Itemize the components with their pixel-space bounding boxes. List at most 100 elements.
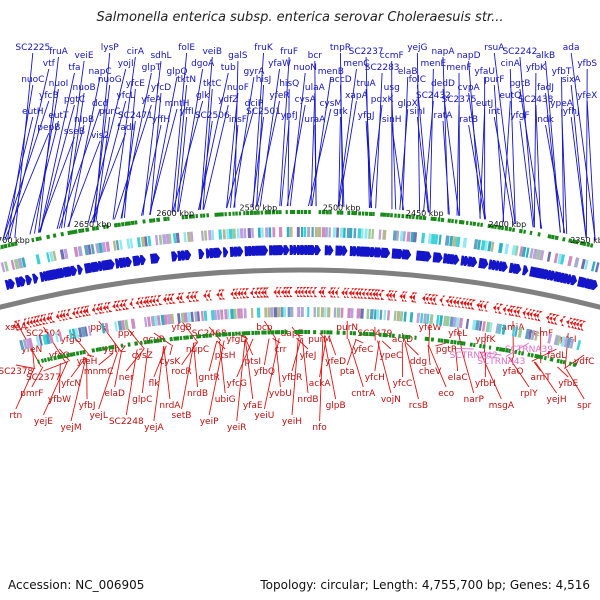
gene-arrow[interactable] <box>114 258 121 269</box>
gene-label-dedd-60[interactable]: dedD <box>431 79 455 89</box>
gene-label-bcr-11[interactable]: bcr <box>308 51 323 61</box>
gene-arrow[interactable] <box>529 309 536 320</box>
gene-label-menb-33[interactable]: menB <box>318 67 344 77</box>
gene-label-nupc-27[interactable]: nupC <box>186 345 209 355</box>
gene-label-dcip-74[interactable]: dciP <box>245 99 264 109</box>
gene-arrow[interactable] <box>162 294 169 305</box>
gene-arrow[interactable] <box>166 293 173 305</box>
gene-label-cira-4[interactable]: cirA <box>127 47 145 57</box>
gene-label-acka-53[interactable]: ackA <box>309 379 332 389</box>
gene-label-eco-78[interactable]: eco <box>438 389 454 399</box>
gene-label-yfbk-41[interactable]: yfbK <box>526 63 547 73</box>
gene-label-ypec-34[interactable]: ypeC <box>379 351 402 361</box>
gene-arrow[interactable] <box>374 289 381 300</box>
gene-label-yeja-89[interactable]: yejA <box>144 423 164 433</box>
gene-arrow[interactable] <box>383 247 391 259</box>
gene-label-uraa-99[interactable]: uraA <box>304 115 326 125</box>
gene-label-sc2237-13[interactable]: SC2237 <box>349 47 384 57</box>
gene-arrow[interactable] <box>516 307 523 318</box>
gene-arrow[interactable] <box>119 299 127 311</box>
gene-label-yfhj-109[interactable]: yfhJ <box>563 107 580 117</box>
gene-arrow[interactable] <box>205 248 212 259</box>
gene-label-yfbe-62[interactable]: yfbE <box>558 379 578 389</box>
gene-label-sctrna39-39[interactable]: SCTRNA39 <box>505 345 553 355</box>
gene-label-yfea-70[interactable]: yfeA <box>141 95 162 105</box>
gene-label-yfen-21[interactable]: yfeN <box>21 345 42 355</box>
gene-arrow[interactable] <box>38 314 47 325</box>
gene-label-yfau-39[interactable]: yfaU <box>474 67 495 77</box>
gene-arrow[interactable] <box>469 299 477 310</box>
gene-label-ypea-86[interactable]: ypeA <box>550 99 574 109</box>
gene-label-ptsi-29[interactable]: ptsI <box>244 357 261 367</box>
gene-label-yfao-60[interactable]: yfaO <box>502 367 523 377</box>
gene-label-mnmc-45[interactable]: mnmC <box>84 367 114 377</box>
gene-label-menf-38[interactable]: menF <box>446 63 471 73</box>
gene-arrow[interactable] <box>355 288 362 299</box>
gene-arrow[interactable] <box>452 297 459 308</box>
gene-arrow[interactable] <box>283 287 290 298</box>
gene-arrow[interactable] <box>135 297 143 308</box>
gene-arrow[interactable] <box>388 290 395 301</box>
gene-arrow[interactable] <box>105 301 113 313</box>
gene-label-yejm-86[interactable]: yejM <box>60 423 81 433</box>
gene-label-chev-57[interactable]: cheV <box>419 367 442 377</box>
gene-label-yfaw-31[interactable]: yfaW <box>268 59 291 69</box>
gene-arrow[interactable] <box>483 301 490 312</box>
gene-label-eutq-84[interactable]: eutQ <box>499 91 521 101</box>
gene-arrow[interactable] <box>566 317 573 328</box>
gene-label-mene-37[interactable]: menE <box>421 59 447 69</box>
gene-arrow[interactable] <box>495 260 502 271</box>
gene-label-ratb-105[interactable]: ratB <box>459 115 478 125</box>
gene-arrow[interactable] <box>75 307 83 318</box>
gene-label-nfo-95[interactable]: nfo <box>312 423 327 433</box>
gene-label-yfcc-56[interactable]: yfcC <box>393 379 413 389</box>
gene-arrow[interactable] <box>108 259 115 270</box>
gene-label-pepb-110[interactable]: pepB <box>37 123 60 133</box>
gene-label-yfcn-44[interactable]: yfcN <box>61 379 81 389</box>
gene-label-tfa-23[interactable]: tfa <box>68 63 80 73</box>
gene-arrow[interactable] <box>549 313 557 325</box>
gene-label-yfew-15[interactable]: yfeW <box>419 323 442 333</box>
gene-label-elab-36[interactable]: elaB <box>398 67 418 77</box>
gene-arrow[interactable] <box>42 313 49 325</box>
gene-label-sc2378-42[interactable]: SC2378 <box>0 367 34 377</box>
gene-arrow[interactable] <box>29 316 36 327</box>
gene-label-ydfz-73[interactable]: ydfZ <box>218 95 238 105</box>
gene-arrow[interactable] <box>148 295 155 307</box>
gene-label-yfec-33[interactable]: yfeC <box>353 345 373 355</box>
gene-arrow[interactable] <box>216 289 223 300</box>
gene-label-pmrf-63[interactable]: pmrF <box>20 389 43 399</box>
gene-label-glpq-27[interactable]: glpQ <box>166 67 187 77</box>
gene-label-sc2248-88[interactable]: SC2248 <box>109 417 144 427</box>
gene-arrow[interactable] <box>203 290 210 301</box>
gene-label-sc2504-1[interactable]: SC2504 <box>26 329 61 339</box>
gene-label-fadj-64[interactable]: fadJ <box>537 83 554 93</box>
gene-arrow[interactable] <box>237 288 243 299</box>
gene-label-frua-1[interactable]: fruA <box>49 47 69 57</box>
gene-arrow[interactable] <box>579 320 587 331</box>
gene-label-nuob-46[interactable]: nuoB <box>73 83 96 93</box>
gene-label-purc-91[interactable]: purC <box>99 107 120 117</box>
gene-arrow[interactable] <box>65 308 73 320</box>
gene-label-ccmf-14[interactable]: ccmF <box>380 51 404 61</box>
gene-label-yejh-82[interactable]: yejH <box>547 395 567 405</box>
gene-label-sc2377-43[interactable]: SC2377 <box>26 373 61 383</box>
gene-label-euth-88[interactable]: eutH <box>22 107 44 117</box>
gene-arrow[interactable] <box>219 289 226 300</box>
gene-label-msga-80[interactable]: msgA <box>489 401 515 411</box>
gene-arrow[interactable] <box>55 311 62 322</box>
gene-arrow[interactable] <box>341 287 347 298</box>
gene-arrow[interactable] <box>243 288 250 299</box>
gene-arrow[interactable] <box>455 297 463 308</box>
gene-arrow[interactable] <box>139 297 146 308</box>
gene-arrow[interactable] <box>304 287 310 298</box>
gene-arrow[interactable] <box>185 291 193 303</box>
gene-label-fruf-10[interactable]: fruF <box>280 47 298 57</box>
gene-arrow[interactable] <box>506 305 514 316</box>
gene-label-purn-12[interactable]: purN <box>336 323 358 333</box>
gene-label-ypfk-17[interactable]: ypfK <box>475 335 496 345</box>
gene-arrow[interactable] <box>253 287 261 298</box>
gene-label-sini-103[interactable]: sinI <box>410 107 426 117</box>
gene-label-sc2471-92[interactable]: SC2471 <box>118 111 153 121</box>
gene-arrow[interactable] <box>97 261 104 272</box>
